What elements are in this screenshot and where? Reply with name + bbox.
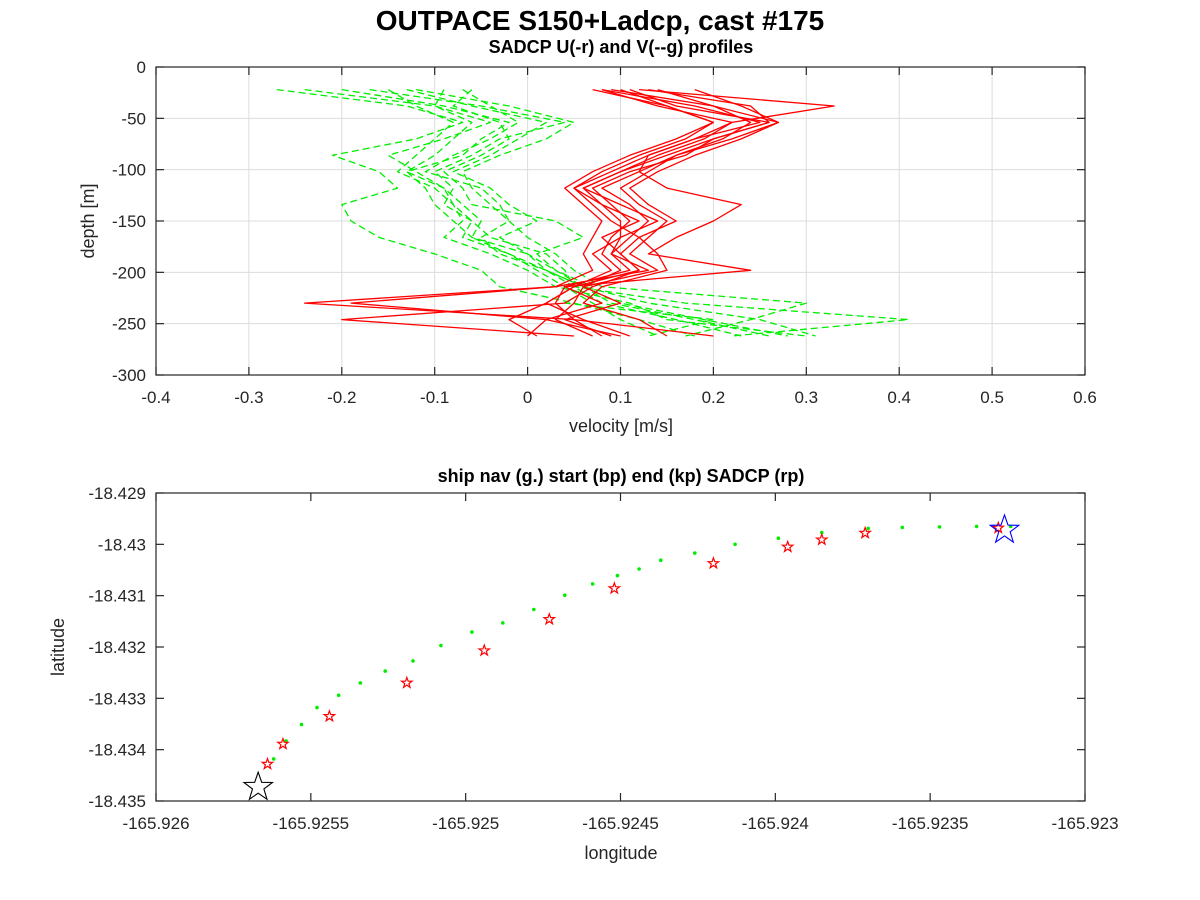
profile-y-tick-label: -150 xyxy=(112,212,146,231)
ship-nav-point xyxy=(693,551,697,555)
v-profile-line xyxy=(443,89,715,337)
sadcp-point xyxy=(260,756,275,770)
u-profile-line xyxy=(303,88,835,337)
v-profile-line xyxy=(341,88,816,337)
profile-x-tick-label: 0 xyxy=(523,388,532,407)
sadcp-point xyxy=(991,520,1006,534)
sadcp-point xyxy=(858,525,873,539)
ship-nav-point xyxy=(336,693,341,698)
profile-y-tick-label: 0 xyxy=(137,58,146,77)
profile-y-tick-label: -50 xyxy=(121,109,146,128)
v-profile-line xyxy=(276,88,695,337)
ship-nav-point xyxy=(733,542,737,547)
v-profile-line xyxy=(415,88,807,337)
v-profile-line xyxy=(406,89,658,337)
u-profile-line xyxy=(573,88,715,337)
profile-y-tick-label: -300 xyxy=(112,366,146,385)
u-profile-line xyxy=(564,88,752,337)
sadcp-point xyxy=(706,555,721,570)
u-profile-line xyxy=(350,88,715,337)
ship-nav-point xyxy=(501,621,505,625)
nav-series xyxy=(242,513,1021,801)
nav-y-tick-label: -18.429 xyxy=(88,484,146,503)
profile-x-tick-label: -0.4 xyxy=(141,388,170,407)
start-marker xyxy=(988,513,1021,544)
nav-x-tick-label: -165.923 xyxy=(1051,814,1118,833)
ship-nav-point xyxy=(974,524,979,529)
ship-nav-point xyxy=(299,722,304,727)
v-profile-line xyxy=(304,88,742,337)
profile-x-tick-label: 0.2 xyxy=(702,388,726,407)
nav-y-tick-label: -18.431 xyxy=(88,587,146,606)
profile-x-tick-label: 0.6 xyxy=(1073,388,1097,407)
sadcp-point xyxy=(399,675,414,689)
ship-nav-point xyxy=(439,643,443,648)
ship-nav-point xyxy=(615,573,620,578)
profile-ticks: -0.4 -0.3 -0.2 -0.1 0 0.1 0.2 0.3 0.4 0.5 0.6 0 -50 -… xyxy=(112,58,1097,407)
profile-x-tick-label: 0.5 xyxy=(980,388,1004,407)
sadcp-point xyxy=(542,611,557,626)
v-profile-line xyxy=(406,88,788,337)
nav-axes-frame xyxy=(155,492,1086,802)
sadcp-point xyxy=(275,736,290,750)
ship-nav-point xyxy=(315,705,319,710)
ship-nav-point xyxy=(776,536,781,540)
u-profile-line xyxy=(554,88,770,337)
profile-x-tick-label: -0.2 xyxy=(327,388,356,407)
ship-nav-point xyxy=(937,525,942,529)
nav-x-tick-label: -165.9245 xyxy=(582,814,659,833)
nav-y-axis-label: latitude xyxy=(48,618,68,676)
profile-series xyxy=(276,88,910,337)
profile-x-axis-label: velocity [m/s] xyxy=(569,416,673,436)
profile-x-tick-label: 0.4 xyxy=(887,388,911,407)
nav-x-tick-label: -165.924 xyxy=(742,814,809,833)
ship-nav-point xyxy=(383,669,388,673)
profile-y-tick-label: -200 xyxy=(112,263,146,282)
profile-y-tick-label: -250 xyxy=(112,315,146,334)
ship-nav-point xyxy=(659,558,663,562)
sadcp-point xyxy=(477,643,492,657)
nav-y-tick-label: -18.435 xyxy=(88,792,146,811)
nav-y-tick-label: -18.432 xyxy=(88,638,146,657)
ship-nav-point xyxy=(358,681,363,685)
u-profile-line xyxy=(545,88,780,337)
profile-y-tick-label: -100 xyxy=(112,161,146,180)
v-profile-line xyxy=(387,89,807,337)
nav-y-tick-label: -18.433 xyxy=(88,689,146,708)
profile-axes: SADCP U(-r) and V(--g) profiles -0.4 -0.3… xyxy=(78,37,1097,436)
ship-nav-point xyxy=(590,582,595,586)
ship-nav-point xyxy=(411,659,415,663)
nav-x-tick-label: -165.9255 xyxy=(273,814,350,833)
ship-nav-point xyxy=(900,525,905,530)
figure-title: OUTPACE S150+Ladcp, cast #175 xyxy=(376,5,824,36)
sadcp-point xyxy=(780,539,795,553)
nav-y-tick-label: -18.43 xyxy=(98,535,146,554)
profile-x-tick-label: -0.1 xyxy=(420,388,449,407)
nav-y-tick-label: -18.434 xyxy=(88,741,146,760)
profile-x-tick-label: 0.1 xyxy=(609,388,633,407)
ship-nav-point xyxy=(866,526,870,531)
ship-nav-point xyxy=(271,757,276,761)
ship-nav-point xyxy=(637,567,641,571)
nav-x-axis-label: longitude xyxy=(584,843,657,863)
ship-nav-point xyxy=(470,630,474,634)
nav-axes: ship nav (g.) start (bp) end (kp) SADCP … xyxy=(48,466,1119,863)
profile-x-tick-label: 0.3 xyxy=(794,388,818,407)
profile-x-tick-label: -0.3 xyxy=(234,388,263,407)
u-profile-line xyxy=(545,88,780,337)
profile-y-axis-label: depth [m] xyxy=(78,183,98,258)
nav-chart-title: ship nav (g.) start (bp) end (kp) SADCP … xyxy=(438,466,805,486)
sadcp-point xyxy=(607,581,622,595)
end-marker xyxy=(242,770,275,801)
nav-x-tick-label: -165.926 xyxy=(122,814,189,833)
nav-ticks: -165.926 -165.9255 -165.925 -165.9245 -165.9… xyxy=(88,484,1118,833)
nav-x-tick-label: -165.925 xyxy=(432,814,499,833)
sadcp-point xyxy=(814,532,829,546)
profile-chart-title: SADCP U(-r) and V(--g) profiles xyxy=(489,37,754,57)
ship-nav-point xyxy=(563,593,567,597)
nav-x-tick-label: -165.9235 xyxy=(892,814,969,833)
ship-nav-point xyxy=(532,607,536,612)
sadcp-point xyxy=(322,708,337,723)
